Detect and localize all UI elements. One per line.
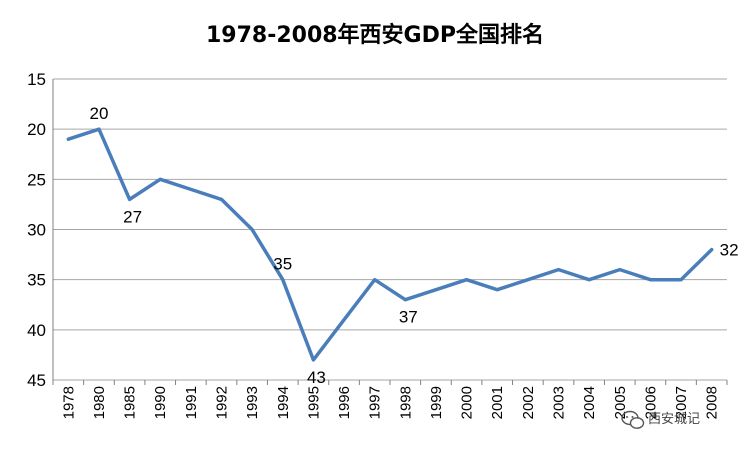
data-label: 37 — [399, 308, 418, 327]
x-tick-label: 1993 — [244, 386, 261, 419]
watermark: 西安城记 — [621, 410, 700, 429]
series-layer — [66, 127, 714, 362]
x-tick-label: 1991 — [183, 386, 200, 419]
x-tick-label: 2004 — [581, 386, 598, 419]
x-tick-label: 2008 — [704, 386, 721, 419]
wechat-icon — [621, 410, 645, 429]
x-tick-label: 1992 — [214, 386, 231, 419]
y-tick-label: 25 — [27, 170, 46, 189]
x-tick-label: 1994 — [275, 386, 292, 419]
x-tick-label: 1999 — [428, 386, 445, 419]
y-tick-label: 45 — [27, 371, 46, 390]
x-tick-label: 2006 — [642, 386, 659, 419]
y-tick-label: 30 — [27, 221, 46, 240]
watermark-text: 西安城记 — [648, 412, 700, 427]
x-axis: 1978 1980 1985 1990 1991 1992 1993 1994 1995 1996… — [52, 380, 728, 419]
x-tick-label: 1978 — [60, 386, 77, 419]
x-tick-label: 2007 — [673, 386, 690, 419]
y-tick-label: 15 — [27, 70, 46, 89]
x-tick-label: 2001 — [489, 386, 506, 419]
x-tick-label: 2005 — [612, 386, 629, 419]
data-label-layer: 20 27 35 43 37 32 — [89, 104, 738, 387]
y-tick-label: 20 — [27, 120, 46, 139]
x-tick-label: 1985 — [122, 386, 139, 419]
x-tick-label: 1996 — [336, 386, 353, 419]
data-label: 27 — [123, 207, 142, 226]
chart-title: 1978-2008年西安GDP全国排名 — [206, 22, 544, 48]
data-label: 20 — [89, 104, 108, 123]
y-axis: 15 20 25 30 35 40 45 — [27, 70, 54, 390]
data-label: 43 — [307, 368, 326, 387]
x-tick-label: 1990 — [152, 386, 169, 419]
x-tick-label: 1998 — [397, 386, 414, 419]
y-tick-label: 35 — [27, 271, 46, 290]
x-tick-label: 2003 — [551, 386, 568, 419]
data-label: 32 — [720, 241, 739, 260]
x-tick-label: 2000 — [459, 386, 476, 419]
y-tick-label: 40 — [27, 321, 46, 340]
x-tick-label: 2002 — [520, 386, 537, 419]
series-line — [66, 127, 714, 362]
x-tick-label: 1997 — [367, 386, 384, 419]
x-tick-label: 1995 — [305, 386, 322, 419]
x-tick-label: 1980 — [91, 386, 108, 419]
grid-layer — [53, 78, 727, 381]
data-label: 35 — [273, 255, 292, 274]
